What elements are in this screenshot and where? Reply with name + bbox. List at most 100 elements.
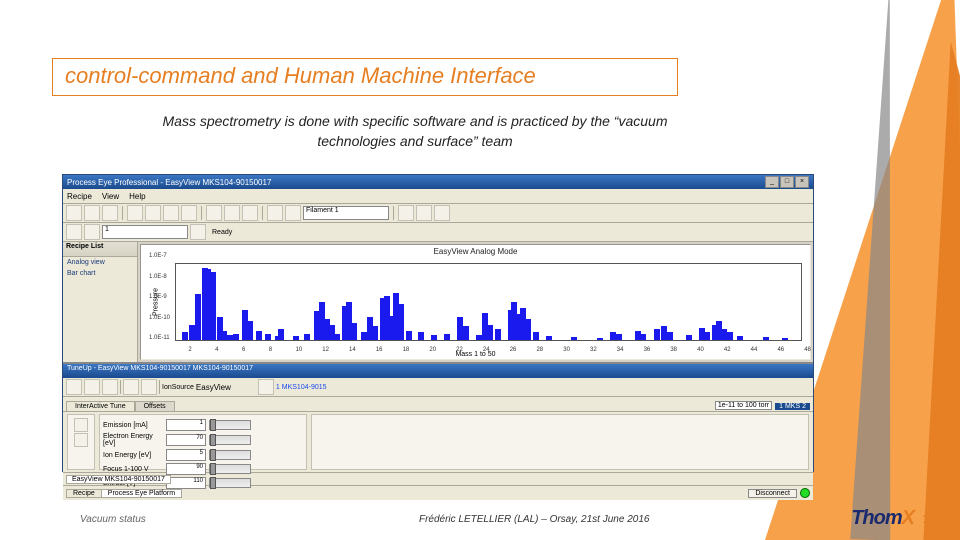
- param-value[interactable]: 5: [166, 449, 206, 461]
- tool-icon[interactable]: [84, 379, 100, 395]
- param-value[interactable]: 70: [166, 434, 206, 446]
- chart-xtick: 18: [403, 347, 410, 353]
- chart-bar: [210, 272, 216, 340]
- param-slider[interactable]: [209, 435, 251, 445]
- chart-bar: [654, 329, 660, 340]
- tool-icon[interactable]: [102, 379, 118, 395]
- param-slider[interactable]: [209, 478, 251, 488]
- tab-interactive[interactable]: InterActive Tune: [66, 401, 135, 411]
- tool-icon[interactable]: [84, 205, 100, 221]
- param-row: Ion Energy [eV]5: [103, 449, 303, 461]
- param-col-blank: [311, 414, 809, 470]
- play-icon[interactable]: [74, 418, 88, 432]
- chart-bar: [372, 326, 378, 340]
- sidebar-item[interactable]: Bar chart: [63, 268, 137, 279]
- sidebar-header: Recipe List: [63, 242, 137, 257]
- minimize-button[interactable]: _: [765, 176, 779, 188]
- status-tab[interactable]: Process Eye Platform: [101, 489, 182, 498]
- chart-xtick: 10: [295, 347, 302, 353]
- tool-icon[interactable]: [181, 205, 197, 221]
- lowertab[interactable]: EasyView MKS104-90150017: [66, 475, 171, 484]
- tool-icon[interactable]: [102, 205, 118, 221]
- chart-bar: [256, 331, 262, 340]
- tool-icon[interactable]: [66, 224, 82, 240]
- status-tab[interactable]: Recipe: [66, 489, 102, 498]
- toolbar-1: Filament 1: [63, 204, 813, 223]
- tool-icon[interactable]: [123, 379, 139, 395]
- param-col-main: Emission [mA]1Electron Energy [eV]70Ion …: [99, 414, 307, 470]
- tool-icon[interactable]: [258, 379, 274, 395]
- chart-xtick: 6: [242, 347, 245, 353]
- chart-xtick: 20: [429, 347, 436, 353]
- chart-bar: [686, 335, 692, 340]
- tool-icon[interactable]: [267, 205, 283, 221]
- lower-panel: TuneUp - EasyView MKS104-90150017 MKS104…: [63, 362, 813, 485]
- close-button[interactable]: ×: [795, 176, 809, 188]
- stop-icon[interactable]: [74, 433, 88, 447]
- toolbar-combo[interactable]: Filament 1: [303, 206, 389, 220]
- chart-plot: [175, 263, 802, 341]
- param-slider[interactable]: [209, 450, 251, 460]
- window-titlebar: Process Eye Professional - EasyView MKS1…: [63, 175, 813, 189]
- tool-icon[interactable]: [398, 205, 414, 221]
- lower-toolbar: IonSource EasyView 1 MKS104-9015: [63, 378, 813, 397]
- tool-icon[interactable]: [416, 205, 432, 221]
- tab-other[interactable]: Offsets: [135, 401, 175, 411]
- chart-xtick: 24: [483, 347, 490, 353]
- menu-help[interactable]: Help: [129, 192, 145, 201]
- chart-bar: [227, 335, 233, 340]
- maximize-button[interactable]: □: [780, 176, 794, 188]
- tool-icon[interactable]: [285, 205, 301, 221]
- chart-y-label: Pressure: [153, 288, 160, 316]
- lower-link[interactable]: 1 MKS104-9015: [276, 384, 327, 391]
- chart-bar: [610, 332, 616, 340]
- lower-combo[interactable]: EasyView: [196, 383, 256, 392]
- tool-icon[interactable]: [141, 379, 157, 395]
- tool-icon[interactable]: [190, 224, 206, 240]
- chart-bar: [431, 335, 437, 340]
- chart-bar: [763, 337, 769, 340]
- tool-icon[interactable]: [127, 205, 143, 221]
- chart-xtick: 32: [590, 347, 597, 353]
- param-slider[interactable]: [209, 464, 251, 474]
- chart-bar: [457, 317, 463, 340]
- chart-bar: [195, 294, 201, 340]
- lower-sensor[interactable]: 1 MKS 2: [775, 403, 810, 410]
- chart-xtick: 4: [215, 347, 218, 353]
- menu-recipe[interactable]: Recipe: [67, 192, 92, 201]
- param-slider[interactable]: [209, 420, 251, 430]
- chart-xtick: 38: [670, 347, 677, 353]
- lower-titlebar: TuneUp - EasyView MKS104-90150017 MKS104…: [63, 364, 813, 378]
- sidebar: Recipe List Analog view Bar chart: [63, 242, 138, 362]
- lower-tabs: InterActive Tune Offsets 1e-11 to 100 to…: [63, 397, 813, 412]
- param-label: Focus 1-100 V: [103, 466, 163, 473]
- sidebar-item[interactable]: Analog view: [63, 257, 137, 268]
- chart-ytick: 1.0E-10: [149, 315, 170, 321]
- footer: Vacuum status Frédéric LETELLIER (LAL) –…: [0, 512, 960, 526]
- tool-icon[interactable]: [84, 224, 100, 240]
- param-value[interactable]: 90: [166, 463, 206, 475]
- param-value[interactable]: 1: [166, 419, 206, 431]
- chart-area: EasyView Analog Mode Pressure Mass 1 to …: [140, 244, 811, 360]
- toolbar-label: Ready: [212, 229, 232, 236]
- tool-icon[interactable]: [242, 205, 258, 221]
- chart-bar: [304, 334, 310, 340]
- menu-view[interactable]: View: [102, 192, 119, 201]
- disconnect-button[interactable]: Disconnect: [748, 489, 797, 498]
- tool-icon[interactable]: [224, 205, 240, 221]
- tool-icon[interactable]: [434, 205, 450, 221]
- lower-field[interactable]: 1e-11 to 100 torr: [715, 401, 772, 410]
- tool-icon[interactable]: [206, 205, 222, 221]
- tool-icon[interactable]: [66, 205, 82, 221]
- param-value[interactable]: 110: [166, 477, 206, 489]
- toolbar-field[interactable]: 1: [102, 225, 188, 239]
- menubar: Recipe View Help: [63, 189, 813, 204]
- chart-bar: [476, 335, 482, 340]
- tool-icon[interactable]: [66, 379, 82, 395]
- chart-bar: [721, 329, 727, 340]
- tool-icon[interactable]: [163, 205, 179, 221]
- tool-icon[interactable]: [145, 205, 161, 221]
- chart-bar: [727, 332, 733, 340]
- chart-bar: [406, 331, 412, 340]
- chart-bar: [221, 331, 227, 340]
